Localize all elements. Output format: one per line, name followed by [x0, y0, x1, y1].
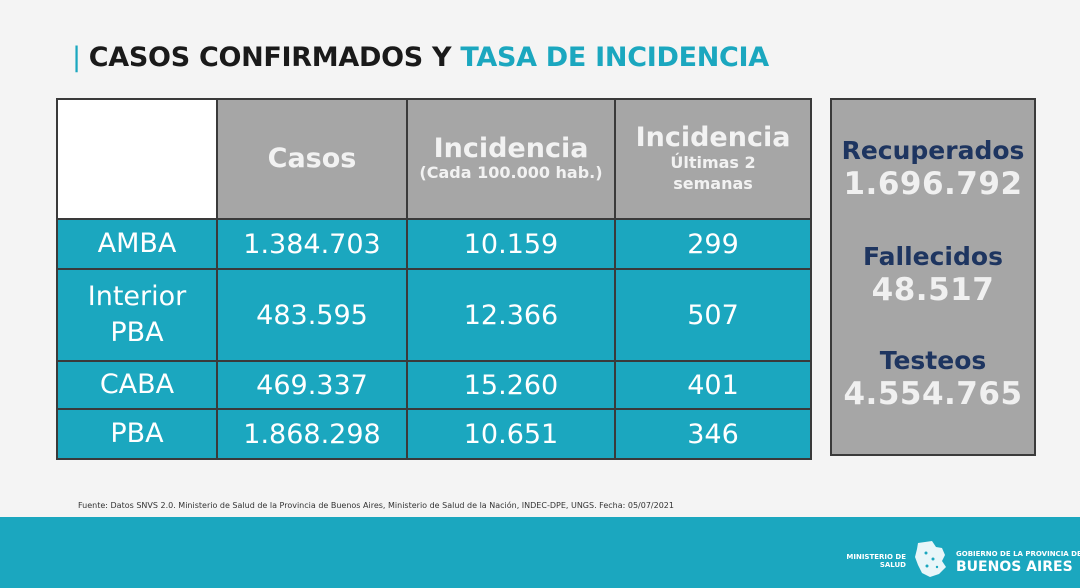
- table-row: CABA 469.337 15.260 401: [56, 360, 812, 410]
- testeos-label: Testeos: [879, 346, 987, 375]
- incidencia-cell: 15.260: [406, 360, 616, 410]
- fallecidos-label: Fallecidos: [863, 242, 1003, 271]
- ultimas-cell: 401: [614, 360, 812, 410]
- testeos-value: 4.554.765: [843, 376, 1023, 412]
- buenos-aires-text: BUENOS AIRES: [956, 559, 1073, 575]
- header-corner-cell: [56, 98, 218, 220]
- header-casos-label: Casos: [267, 143, 357, 175]
- source-note: Fuente: Datos SNVS 2.0. Ministerio de Sa…: [78, 501, 674, 510]
- title-part1: CASOS CONFIRMADOS Y: [88, 42, 452, 73]
- incidencia-cell: 10.651: [406, 408, 616, 460]
- cases-table: Casos Incidencia (Cada 100.000 hab.) Inc…: [56, 98, 812, 460]
- recuperados-block: Recuperados 1.696.792: [832, 138, 1034, 200]
- footer-bar: MINISTERIO DE SALUD GOBIERNO DE LA PROVI…: [0, 517, 1080, 588]
- fallecidos-block: Fallecidos 48.517: [832, 244, 1034, 306]
- ministerio-logo-text: MINISTERIO DE SALUD: [846, 553, 906, 569]
- province-map-icon: [915, 541, 946, 577]
- fallecidos-value: 48.517: [871, 272, 995, 308]
- header-casos: Casos: [216, 98, 408, 220]
- header-incidencia2-sub1: Últimas 2: [670, 153, 756, 173]
- region-cell: CABA: [56, 360, 218, 410]
- ultimas-cell: 507: [614, 268, 812, 362]
- gobierno-text: GOBIERNO DE LA PROVINCIA DE: [956, 550, 1080, 558]
- testeos-block: Testeos 4.554.765: [832, 348, 1034, 410]
- incidencia-cell: 12.366: [406, 268, 616, 362]
- region-cell: PBA: [56, 408, 218, 460]
- table-row: PBA 1.868.298 10.651 346: [56, 408, 812, 460]
- header-incidencia2-label: Incidencia: [635, 122, 791, 154]
- region-cell: AMBA: [56, 218, 218, 270]
- header-incidencia-ultimas: Incidencia Últimas 2 semanas: [614, 98, 812, 220]
- title-part2: TASA DE INCIDENCIA: [460, 42, 769, 73]
- ultimas-cell: 346: [614, 408, 812, 460]
- ministerio-line1: MINISTERIO DE: [846, 553, 906, 561]
- table-row: Interior PBA 483.595 12.366 507: [56, 268, 812, 362]
- ultimas-cell: 299: [614, 218, 812, 270]
- region-cell: Interior PBA: [56, 268, 218, 362]
- casos-cell: 1.384.703: [216, 218, 408, 270]
- page-title: | CASOS CONFIRMADOS Y TASA DE INCIDENCIA: [72, 42, 769, 73]
- casos-cell: 469.337: [216, 360, 408, 410]
- ministerio-line2: SALUD: [879, 561, 906, 570]
- table-header-row: Casos Incidencia (Cada 100.000 hab.) Inc…: [56, 98, 812, 220]
- region-line2: PBA: [110, 317, 164, 348]
- header-incidencia2-sub2: semanas: [673, 173, 753, 193]
- casos-cell: 483.595: [216, 268, 408, 362]
- header-incidencia-label: Incidencia: [433, 132, 589, 164]
- header-incidencia: Incidencia (Cada 100.000 hab.): [406, 98, 616, 220]
- region-line1: Interior: [87, 280, 187, 312]
- incidencia-cell: 10.159: [406, 218, 616, 270]
- summary-panel: Recuperados 1.696.792 Fallecidos 48.517 …: [830, 98, 1036, 456]
- title-accent-bar: |: [72, 42, 81, 73]
- table-row: AMBA 1.384.703 10.159 299: [56, 218, 812, 270]
- recuperados-label: Recuperados: [841, 136, 1025, 165]
- casos-cell: 1.868.298: [216, 408, 408, 460]
- header-incidencia-sub: (Cada 100.000 hab.): [419, 163, 603, 183]
- recuperados-value: 1.696.792: [843, 166, 1023, 202]
